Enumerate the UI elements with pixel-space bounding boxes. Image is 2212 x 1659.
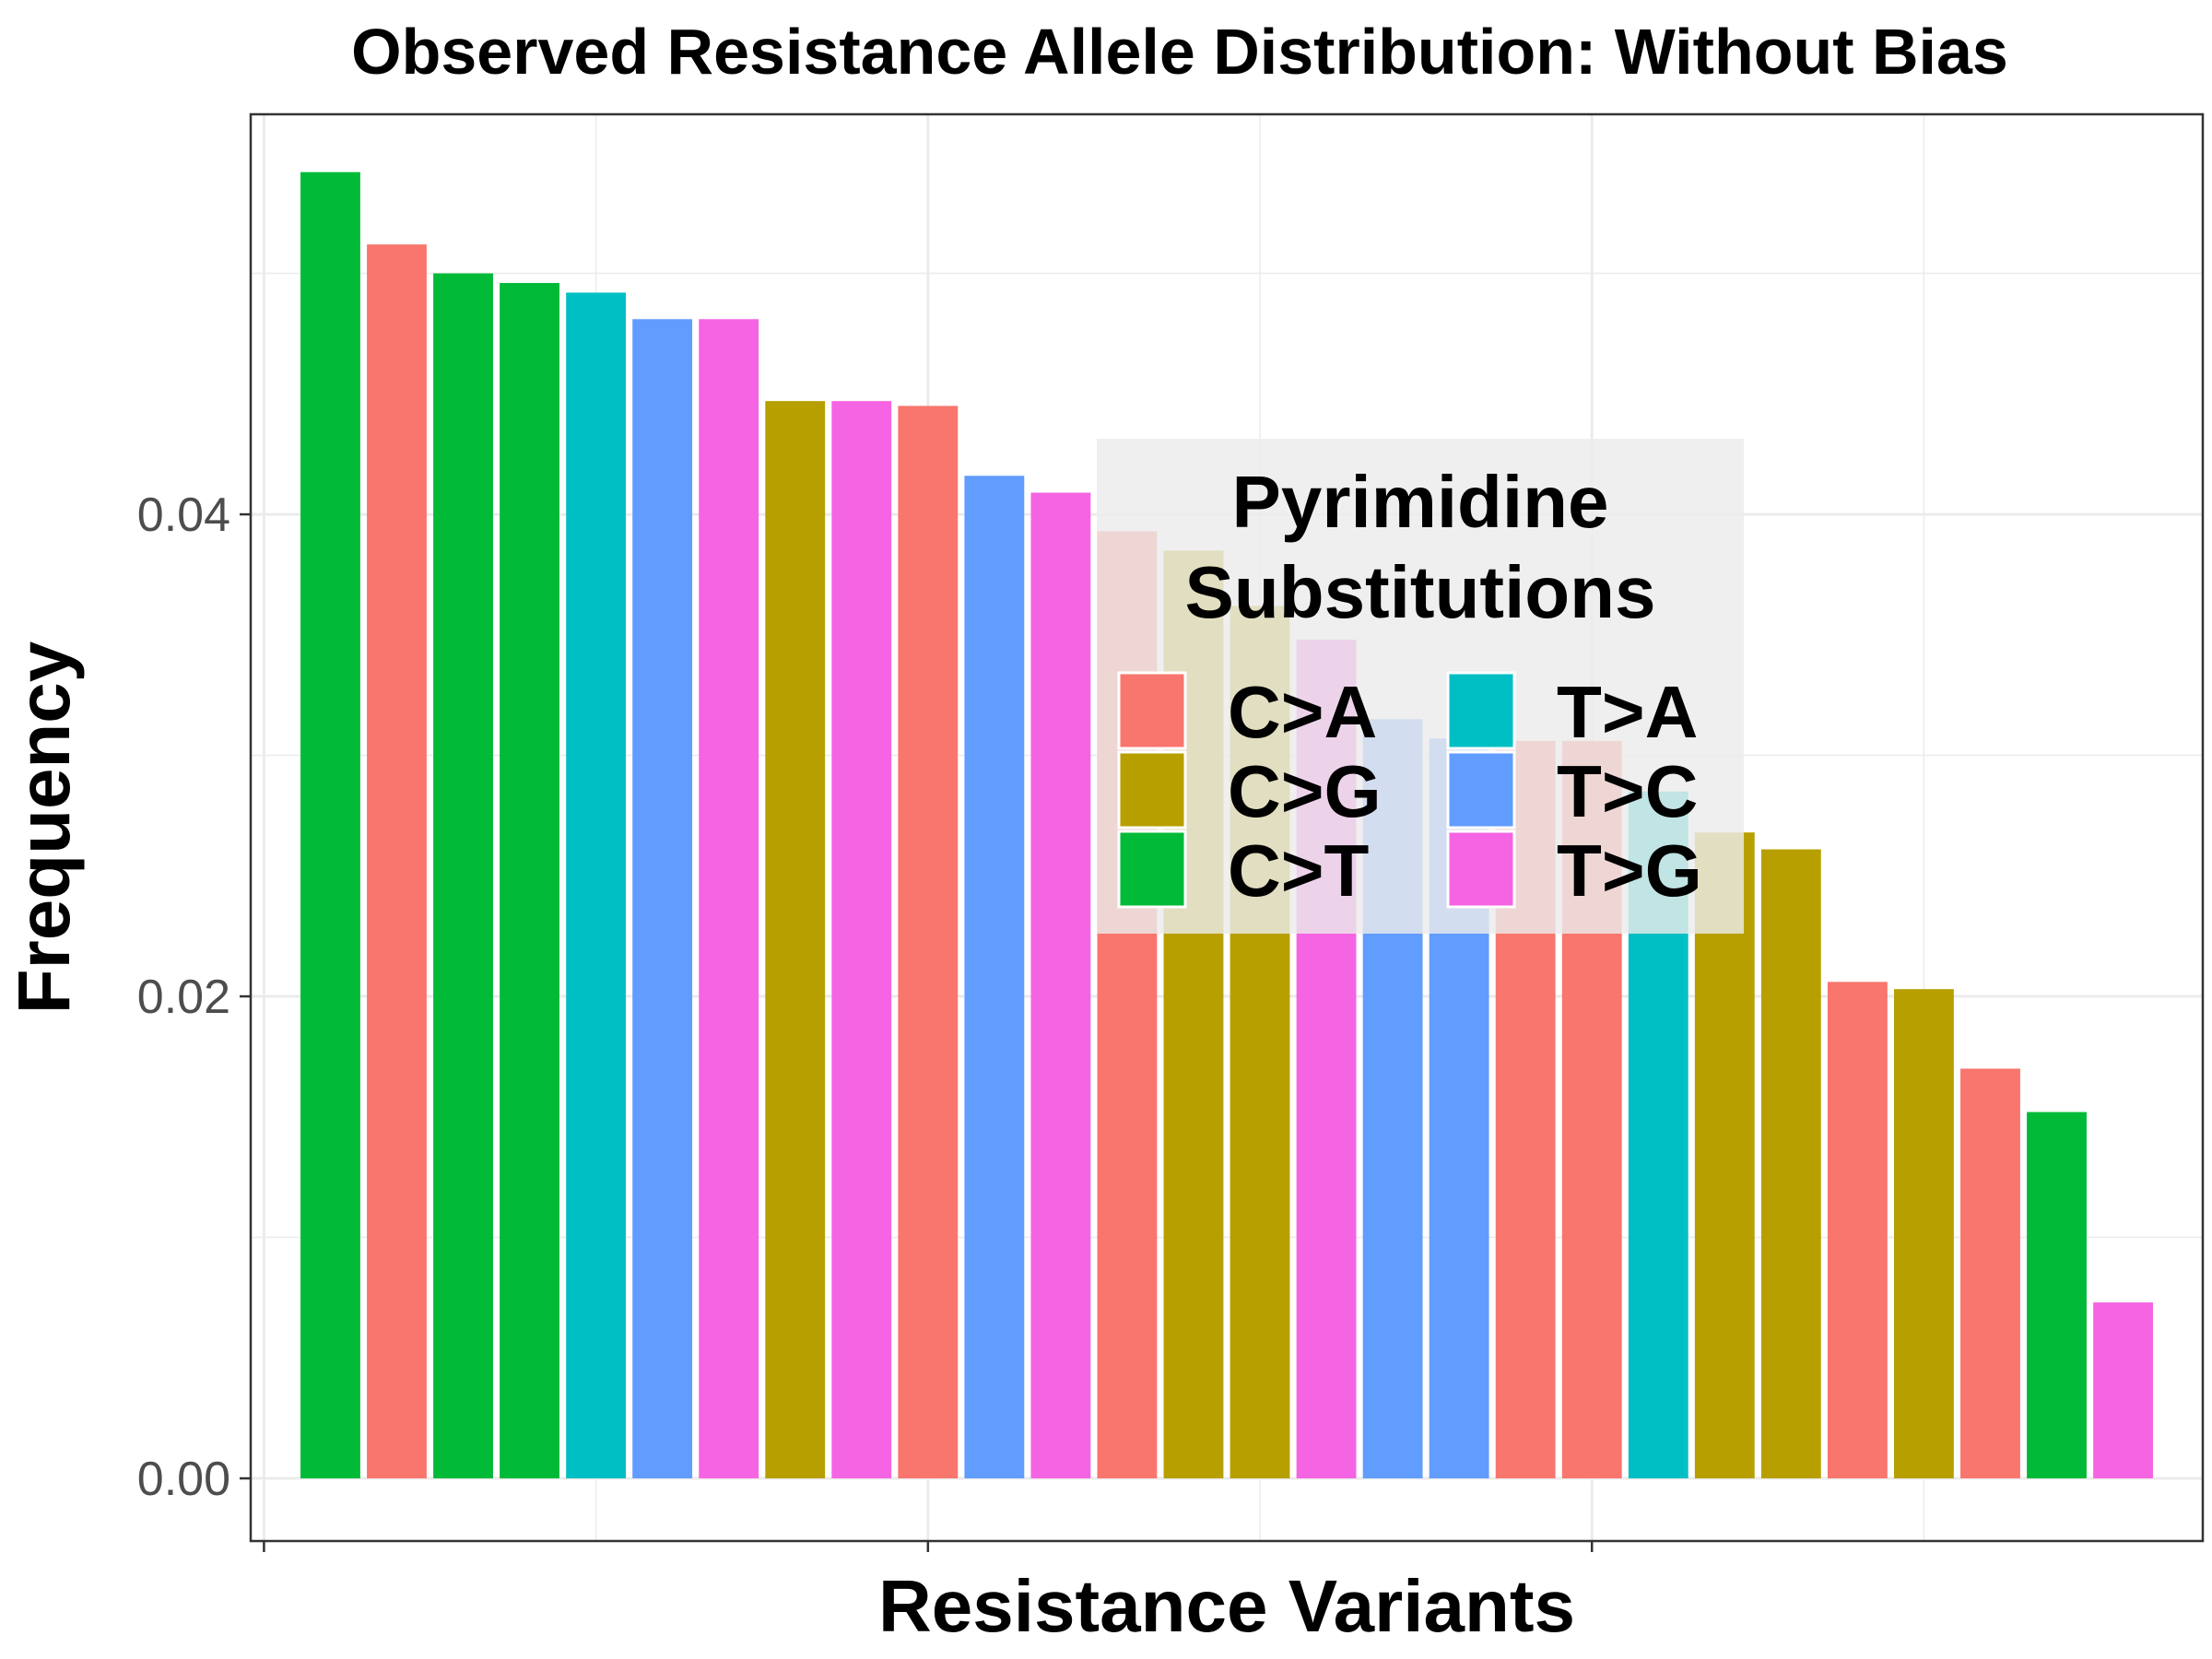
legend-key: [1117, 671, 1187, 750]
legend-label: T>G: [1557, 830, 1702, 912]
legend-background: [1097, 439, 1744, 934]
x-axis-title: Resistance Variants: [878, 1565, 1575, 1647]
bar: [1960, 1068, 2020, 1479]
bar: [1827, 982, 1888, 1479]
legend: Pyrimidine Substitutions C>AC>GC>T T>AT>C…: [1097, 439, 1744, 934]
chart-title: Observed Resistance Allele Distribution:…: [351, 16, 2008, 88]
bar: [1894, 989, 1954, 1479]
legend-title-line-1: Pyrimidine: [1231, 461, 1608, 543]
bar: [964, 476, 1025, 1479]
bar: [1030, 492, 1091, 1479]
legend-key: [1446, 671, 1516, 750]
legend-title-line-2: Substitutions: [1184, 551, 1655, 633]
legend-label: C>T: [1228, 830, 1369, 912]
legend-key: [1117, 830, 1187, 909]
legend-key: [1446, 830, 1516, 909]
y-axis-title: Frequency: [3, 641, 85, 1014]
bar: [433, 273, 493, 1479]
bar: [699, 319, 759, 1479]
bar: [831, 401, 892, 1479]
bar: [500, 283, 559, 1479]
bar: [2093, 1302, 2153, 1479]
bar: [898, 406, 959, 1479]
legend-key: [1117, 750, 1187, 830]
legend-label: T>A: [1557, 671, 1698, 753]
legend-label: C>A: [1228, 671, 1377, 753]
bar: [1694, 832, 1755, 1479]
legend-label: C>G: [1228, 750, 1382, 832]
bar: [2027, 1112, 2087, 1479]
y-tick-label: 0.00: [137, 1453, 230, 1506]
y-tick-label: 0.02: [137, 971, 230, 1024]
axes: 0.00 0.02 0.04: [137, 488, 1594, 1552]
bar: [367, 244, 427, 1479]
bar: [765, 401, 826, 1479]
legend-entries: C>AC>GC>T T>AT>CT>G: [1117, 671, 1702, 912]
bar: [632, 319, 693, 1479]
panel-border: [249, 112, 2205, 1543]
bar: [566, 292, 627, 1479]
legend-label: T>C: [1557, 750, 1698, 832]
bar: [1760, 849, 1821, 1479]
y-tick-label: 0.04: [137, 488, 230, 542]
legend-key: [1446, 750, 1516, 830]
bar: [300, 171, 360, 1479]
